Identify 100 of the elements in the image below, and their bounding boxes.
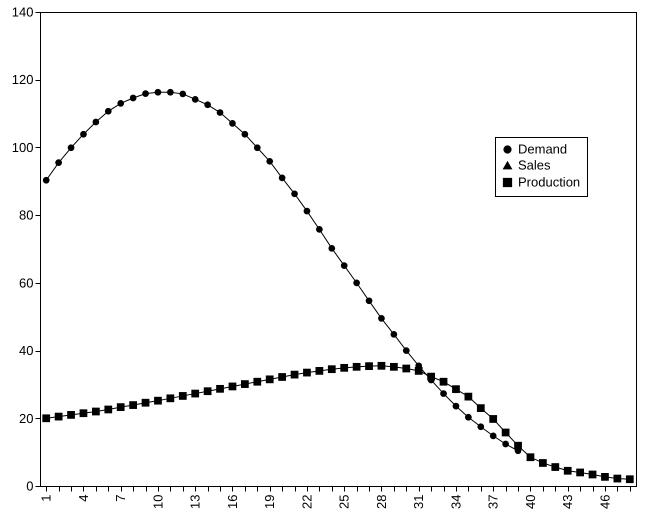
- point: [92, 408, 100, 416]
- y-tick-label: 0: [26, 478, 34, 494]
- point: [490, 432, 497, 440]
- point: [179, 90, 186, 98]
- point: [42, 176, 50, 184]
- x-tick-label: 1: [38, 494, 54, 502]
- x-tick-label: 22: [299, 494, 314, 509]
- point: [402, 364, 410, 372]
- point: [340, 262, 348, 269]
- point: [216, 109, 224, 116]
- x-tick-label: 10: [150, 494, 166, 509]
- point: [378, 315, 385, 322]
- y-tick-label: 100: [12, 140, 34, 155]
- point: [328, 365, 336, 374]
- point: [104, 406, 112, 414]
- point: [328, 244, 336, 252]
- point: [80, 130, 87, 138]
- point: [402, 347, 410, 354]
- point: [242, 130, 248, 138]
- y-tick-label: 80: [19, 208, 34, 223]
- point: [104, 108, 112, 115]
- point: [601, 472, 609, 481]
- point: [489, 415, 498, 423]
- y-tick-label: 20: [19, 410, 34, 426]
- legend-label: Production: [518, 174, 580, 190]
- point: [378, 362, 386, 370]
- point: [366, 297, 372, 304]
- point: [67, 411, 75, 419]
- x-tick-label: 16: [224, 494, 240, 509]
- point: [130, 94, 136, 102]
- x-tick-label: 34: [448, 494, 464, 509]
- point: [477, 423, 484, 430]
- point: [340, 364, 348, 372]
- point: [216, 384, 224, 393]
- point: [142, 398, 150, 407]
- point: [191, 390, 200, 398]
- point: [178, 392, 187, 400]
- x-tick-label: 43: [560, 494, 576, 509]
- point: [626, 475, 634, 484]
- point: [253, 378, 262, 386]
- point: [390, 330, 398, 338]
- point: [452, 385, 460, 394]
- point: [266, 158, 274, 165]
- point: [154, 88, 162, 96]
- point: [291, 190, 298, 198]
- point: [42, 414, 50, 422]
- point: [166, 394, 174, 402]
- x-tick-label: 4: [76, 494, 91, 502]
- point: [142, 90, 149, 97]
- point: [290, 370, 298, 378]
- point: [204, 387, 212, 396]
- point: [154, 396, 162, 405]
- point: [316, 367, 324, 375]
- point: [204, 101, 211, 108]
- point: [278, 373, 286, 381]
- y-tick-label: 120: [12, 72, 34, 88]
- point: [316, 226, 323, 233]
- point: [452, 402, 460, 410]
- point: [304, 208, 310, 214]
- x-tick-label: 31: [411, 494, 426, 509]
- x-tick-label: 19: [262, 494, 278, 509]
- point: [526, 453, 534, 462]
- point: [614, 474, 622, 482]
- point: [117, 100, 124, 107]
- x-tick-label: 7: [113, 494, 128, 502]
- point: [54, 412, 62, 420]
- point: [116, 403, 125, 411]
- point: [229, 120, 236, 127]
- x-tick-label: 28: [374, 494, 389, 509]
- point: [192, 96, 199, 103]
- x-tick-label: 13: [188, 494, 203, 509]
- point: [352, 362, 360, 371]
- point: [254, 144, 261, 152]
- point: [167, 88, 174, 96]
- point: [476, 404, 485, 412]
- point: [55, 159, 62, 166]
- point: [353, 280, 360, 286]
- legend-label: Demand: [518, 142, 568, 156]
- point: [228, 382, 236, 390]
- legend-label: Sales: [518, 158, 552, 172]
- point: [588, 470, 596, 478]
- point: [576, 468, 584, 476]
- point: [502, 428, 510, 436]
- point: [92, 118, 100, 126]
- point: [440, 390, 447, 397]
- point: [440, 378, 448, 386]
- y-tick-label: 140: [12, 4, 34, 20]
- y-tick-label: 40: [19, 343, 34, 358]
- point: [390, 362, 398, 371]
- point: [266, 375, 274, 384]
- y-tick-label: 60: [19, 275, 34, 290]
- point: [539, 459, 547, 467]
- point: [129, 401, 137, 409]
- x-tick-label: 46: [597, 494, 612, 509]
- point: [278, 174, 286, 182]
- point: [365, 362, 373, 370]
- point: [464, 392, 472, 400]
- point: [465, 414, 472, 421]
- point: [80, 409, 88, 418]
- point: [551, 463, 560, 471]
